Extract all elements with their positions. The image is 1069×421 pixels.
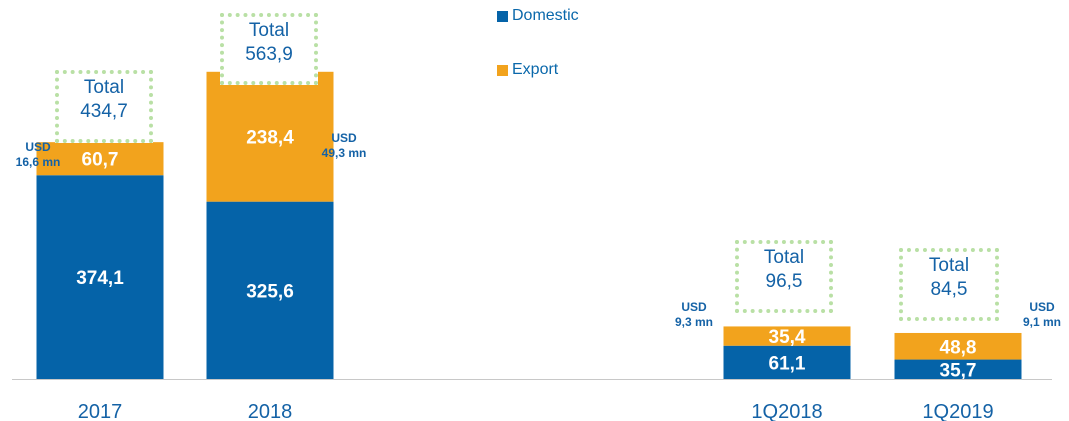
total-box-2017: Total 434,7 <box>55 70 153 143</box>
usd-annotation-line2: 9,3 mn <box>674 315 713 329</box>
usd-annotation-line2: 49,3 mn <box>321 146 367 160</box>
usd-annotation-2017: USD 16,6 mn <box>4 140 72 170</box>
legend-label-domestic: Domestic <box>512 7 579 24</box>
bar-export-1q2018 <box>723 326 851 346</box>
legend-label-export: Export <box>512 61 559 78</box>
total-value: 434,7 <box>80 101 128 122</box>
usd-annotation-line2: 9,1 mn <box>1022 315 1061 329</box>
total-label: Total <box>248 20 290 41</box>
data-label-export-2018: 238,4 <box>246 128 294 149</box>
usd-annotation-line1: USD <box>681 300 707 314</box>
usd-annotation-line1: USD <box>331 131 357 145</box>
total-label: Total <box>83 77 125 98</box>
data-label-domestic-2017: 374,1 <box>76 268 124 289</box>
x-tick-label-2018: 2018 <box>248 401 293 421</box>
legend-item-export: Export <box>497 61 558 79</box>
total-box-2018: Total 563,9 <box>220 13 318 85</box>
bar-export-2018 <box>206 71 334 202</box>
total-label: Total <box>928 255 970 276</box>
usd-annotation-line1: USD <box>1029 300 1055 314</box>
usd-annotation-line1: USD <box>25 140 51 154</box>
bar-export-2017 <box>36 142 164 176</box>
total-box-1q2018: Total 96,5 <box>735 240 833 313</box>
x-tick-label-2017: 2017 <box>78 401 123 421</box>
bar-domestic-2017 <box>36 175 164 379</box>
total-box-1q2019: Total 84,5 <box>899 248 999 321</box>
total-value: 96,5 <box>765 271 803 292</box>
legend-swatch-export <box>497 64 508 76</box>
x-tick-label-1q2019: 1Q2019 <box>922 401 993 421</box>
data-label-domestic-1q2019: 35,7 <box>940 360 977 381</box>
usd-annotation-1q2019: USD 9,1 mn <box>1012 300 1069 330</box>
usd-annotation-1q2018: USD 9,3 mn <box>662 300 726 330</box>
bar-domestic-1q2018 <box>723 345 851 379</box>
total-value: 563,9 <box>245 44 293 65</box>
x-tick-label-1q2018: 1Q2018 <box>751 401 822 421</box>
usd-annotation-2018: USD 49,3 mn <box>309 131 379 161</box>
bar-domestic-1q2019 <box>894 359 1022 379</box>
bar-export-1q2019 <box>894 332 1022 360</box>
data-label-domestic-1q2018: 61,1 <box>769 353 806 374</box>
data-label-export-1q2019: 48,8 <box>940 337 977 358</box>
total-value: 84,5 <box>930 279 968 300</box>
legend-item-domestic: Domestic <box>497 7 579 25</box>
usd-annotation-line2: 16,6 mn <box>15 155 61 169</box>
data-label-domestic-2018: 325,6 <box>246 281 294 302</box>
legend-swatch-domestic <box>497 10 508 22</box>
bar-domestic-2018 <box>206 201 334 379</box>
data-label-export-2017: 60,7 <box>82 150 119 171</box>
data-label-export-1q2018: 35,4 <box>769 327 806 348</box>
total-label: Total <box>763 247 805 268</box>
